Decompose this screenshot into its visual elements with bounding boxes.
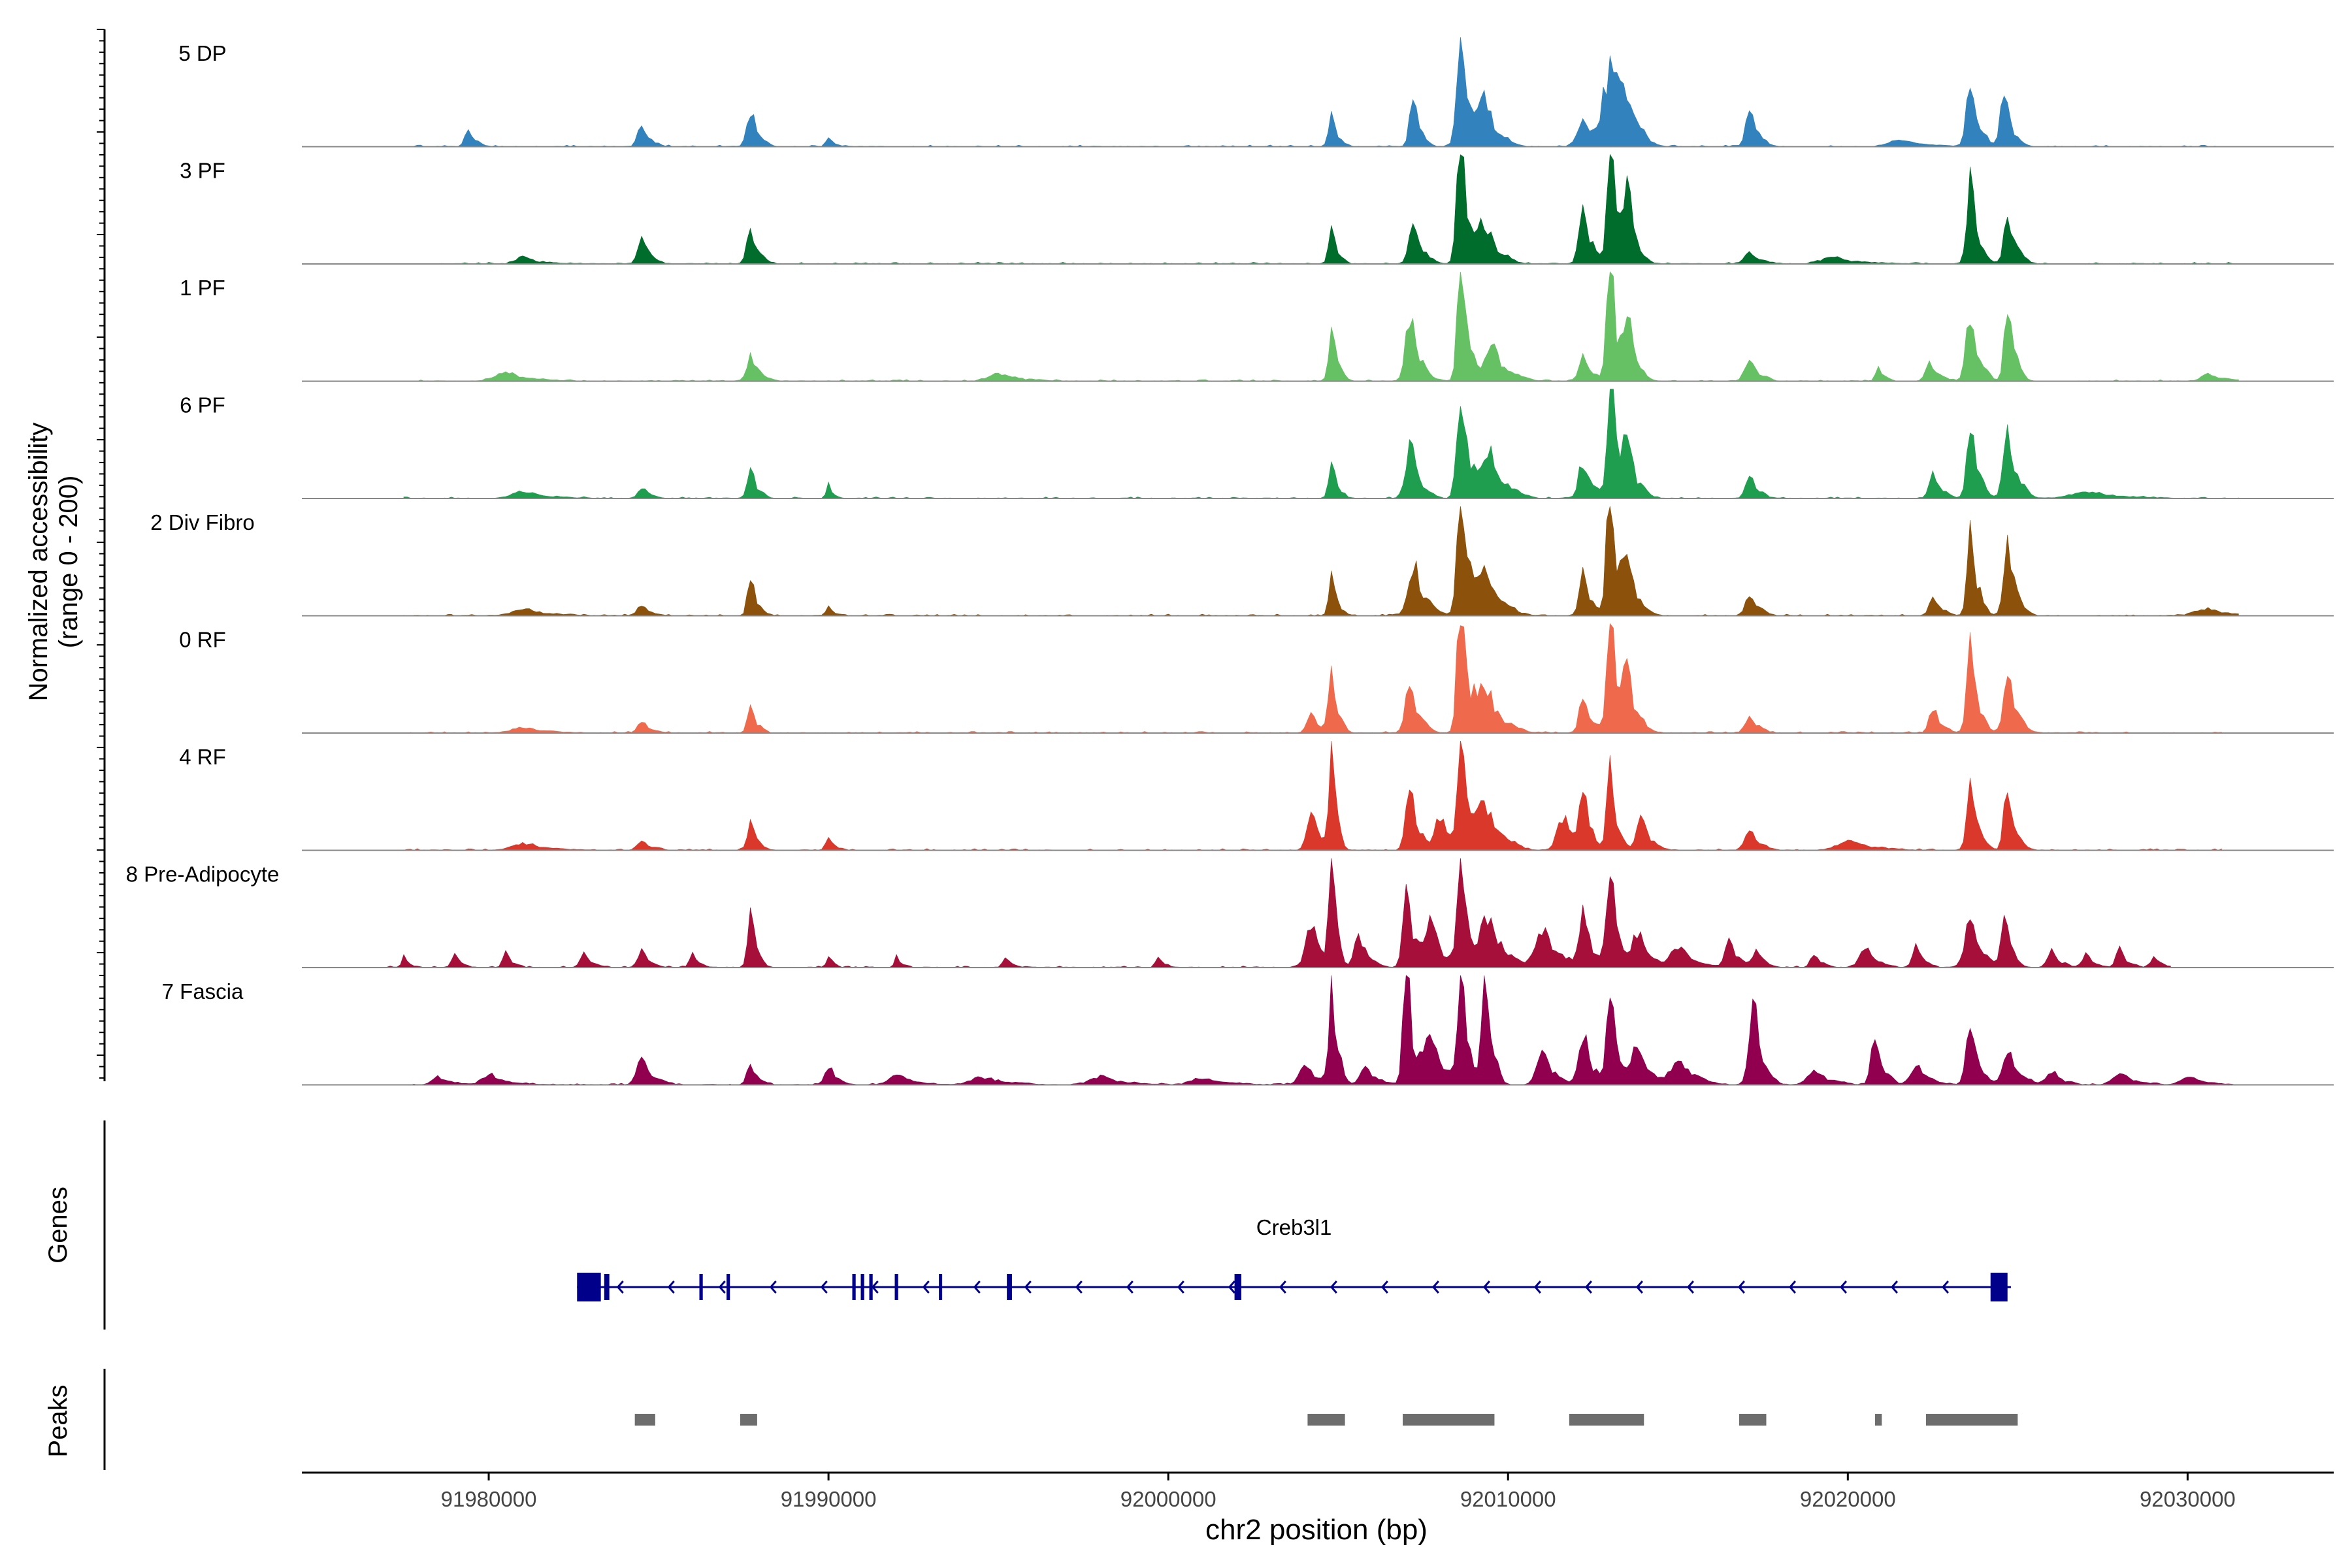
x-axis-ticks: 91980000 91990000 92000000 92010000 92020000… bbox=[441, 1473, 2236, 1511]
x-tick-label: 92020000 bbox=[1800, 1487, 1896, 1511]
strand-chevron bbox=[1075, 1281, 1083, 1294]
track-5: 0 RF bbox=[179, 623, 2334, 734]
gene-exon bbox=[860, 1274, 864, 1300]
gene-exon bbox=[939, 1274, 943, 1300]
track-area bbox=[403, 271, 2239, 382]
peak-region bbox=[1569, 1414, 1644, 1426]
peak-region bbox=[1307, 1414, 1345, 1426]
strand-chevron bbox=[667, 1281, 675, 1294]
track-1: 3 PF bbox=[180, 154, 2334, 265]
strand-chevron bbox=[616, 1281, 624, 1294]
x-tick-label: 92000000 bbox=[1120, 1487, 1217, 1511]
strand-chevron bbox=[769, 1281, 777, 1294]
gene-exon bbox=[1234, 1274, 1241, 1300]
track-label: 4 RF bbox=[179, 745, 226, 769]
coverage-tracks: 5 DP 3 PF 1 PF 6 PF 2 Div Fibro 0 RF 4 RF 8 Pre… bbox=[126, 37, 2334, 1086]
track-area bbox=[403, 506, 2239, 616]
gene-exon bbox=[869, 1274, 873, 1300]
track-8: 7 Fascia bbox=[162, 975, 2334, 1086]
x-axis-title: chr2 position (bp) bbox=[1205, 1514, 1428, 1546]
track-label: 5 DP bbox=[178, 41, 226, 65]
strand-chevron bbox=[922, 1281, 930, 1294]
strand-chevron bbox=[1380, 1281, 1388, 1294]
track-label: 2 Div Fibro bbox=[150, 510, 255, 534]
x-tick-label: 91980000 bbox=[441, 1487, 537, 1511]
x-tick-label: 92010000 bbox=[1460, 1487, 1556, 1511]
gene-exon bbox=[727, 1274, 730, 1300]
track-area bbox=[403, 389, 2239, 499]
track-2: 1 PF bbox=[180, 271, 2334, 382]
track-label: 6 PF bbox=[180, 393, 225, 417]
peaks-axis-label: Peaks bbox=[44, 1384, 73, 1457]
track-label: 0 RF bbox=[179, 628, 226, 652]
gene-exon bbox=[699, 1274, 703, 1300]
track-area bbox=[403, 623, 2222, 734]
strand-chevron bbox=[1024, 1281, 1032, 1294]
track-label: 7 Fascia bbox=[162, 979, 244, 1004]
strand-chevron bbox=[1890, 1281, 1899, 1294]
gene-exon bbox=[577, 1273, 601, 1301]
strand-chevron bbox=[1431, 1281, 1439, 1294]
track-label: 8 Pre-Adipocyte bbox=[126, 862, 280, 887]
peak-track bbox=[634, 1414, 2018, 1426]
gene-exon bbox=[604, 1274, 610, 1300]
x-tick-label: 92030000 bbox=[2140, 1487, 2236, 1511]
coverage-y-ticks bbox=[97, 29, 105, 1079]
strand-chevron bbox=[1228, 1281, 1235, 1294]
track-area bbox=[437, 154, 2239, 265]
track-area bbox=[386, 858, 2171, 968]
track-7: 8 Pre-Adipocyte bbox=[126, 858, 2334, 968]
gene-name-label: Creb3l1 bbox=[1256, 1215, 1332, 1239]
track-area bbox=[403, 740, 2222, 851]
strand-chevron bbox=[1177, 1281, 1184, 1294]
y-axis-title-line1: Normalized accessibility bbox=[24, 423, 53, 702]
strand-chevron bbox=[1788, 1281, 1797, 1294]
strand-chevron bbox=[1482, 1281, 1490, 1294]
peak-region bbox=[1874, 1414, 1882, 1426]
x-tick-label: 91990000 bbox=[781, 1487, 877, 1511]
track-area bbox=[403, 975, 2239, 1085]
peak-region bbox=[634, 1414, 655, 1426]
strand-chevron bbox=[973, 1281, 981, 1294]
track-3: 6 PF bbox=[180, 389, 2334, 499]
strand-chevron bbox=[1839, 1281, 1848, 1294]
strand-chevron bbox=[1635, 1281, 1643, 1294]
peak-region bbox=[1739, 1414, 1767, 1426]
track-area bbox=[403, 37, 2239, 147]
gene-exon bbox=[1990, 1273, 2008, 1301]
track-4: 2 Div Fibro bbox=[150, 506, 2334, 617]
strand-chevron bbox=[1737, 1281, 1746, 1294]
track-label: 3 PF bbox=[180, 159, 225, 183]
gene-exon bbox=[1007, 1274, 1012, 1300]
strand-chevron bbox=[1533, 1281, 1541, 1294]
gene-exon bbox=[894, 1274, 898, 1300]
strand-chevron bbox=[1686, 1281, 1694, 1294]
y-axis-title-line2: (range 0 - 200) bbox=[54, 476, 83, 649]
track-0: 5 DP bbox=[178, 37, 2334, 148]
strand-chevron bbox=[1330, 1281, 1337, 1294]
gene-exon bbox=[852, 1274, 856, 1300]
peak-region bbox=[1925, 1414, 2018, 1426]
strand-chevron bbox=[1279, 1281, 1286, 1294]
strand-chevron bbox=[718, 1281, 726, 1294]
peak-region bbox=[740, 1414, 757, 1426]
track-6: 4 RF bbox=[179, 740, 2334, 851]
track-label: 1 PF bbox=[180, 276, 225, 300]
peak-region bbox=[1403, 1414, 1495, 1426]
gene-track: Creb3l1 bbox=[577, 1215, 2011, 1301]
strand-chevron bbox=[1584, 1281, 1592, 1294]
strand-chevron bbox=[820, 1281, 828, 1294]
strand-chevron bbox=[1941, 1281, 1950, 1294]
genes-axis-label: Genes bbox=[44, 1186, 73, 1264]
strand-chevron bbox=[1126, 1281, 1134, 1294]
